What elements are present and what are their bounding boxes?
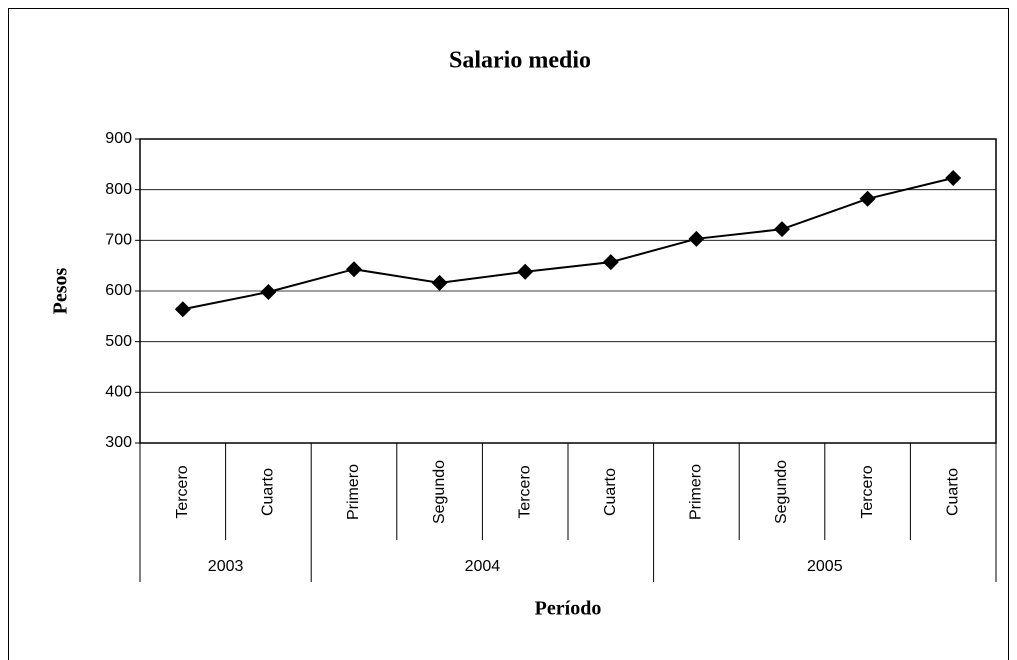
marker [517,263,534,280]
chart-title: Salario medio [449,48,591,74]
x-tick-label: Cuarto [260,468,277,516]
y-tick-label: 800 [105,181,132,198]
x-axis-title: Período [535,598,602,620]
y-tick-label: 900 [105,130,132,147]
x-tick-label: Cuarto [602,468,619,516]
x-tick-label: Tercero [859,465,876,518]
chart-border [8,8,1009,660]
marker [602,254,619,271]
y-axis-title: Pesos [50,267,72,314]
x-tick-label: Segundo [773,460,790,524]
marker [260,284,277,301]
group-label: 2005 [807,558,843,575]
x-tick-label: Primero [688,464,705,520]
y-tick-label: 700 [105,232,132,249]
y-tick-label: 300 [105,434,132,451]
marker [945,170,962,187]
marker [174,301,191,318]
x-tick-label: Primero [345,464,362,520]
y-tick-label: 600 [105,282,132,299]
marker [431,274,448,291]
y-tick-label: 500 [105,333,132,350]
x-tick-label: Tercero [174,465,191,518]
group-label: 2004 [465,558,501,575]
x-tick-label: Tercero [516,465,533,518]
x-tick-label: Segundo [431,460,448,524]
group-label: 2003 [208,558,244,575]
y-tick-label: 400 [105,384,132,401]
marker [688,230,705,247]
x-tick-label: Cuarto [944,468,961,516]
marker [774,221,790,238]
line [182,177,954,311]
marker [346,261,362,278]
marker [859,190,876,207]
